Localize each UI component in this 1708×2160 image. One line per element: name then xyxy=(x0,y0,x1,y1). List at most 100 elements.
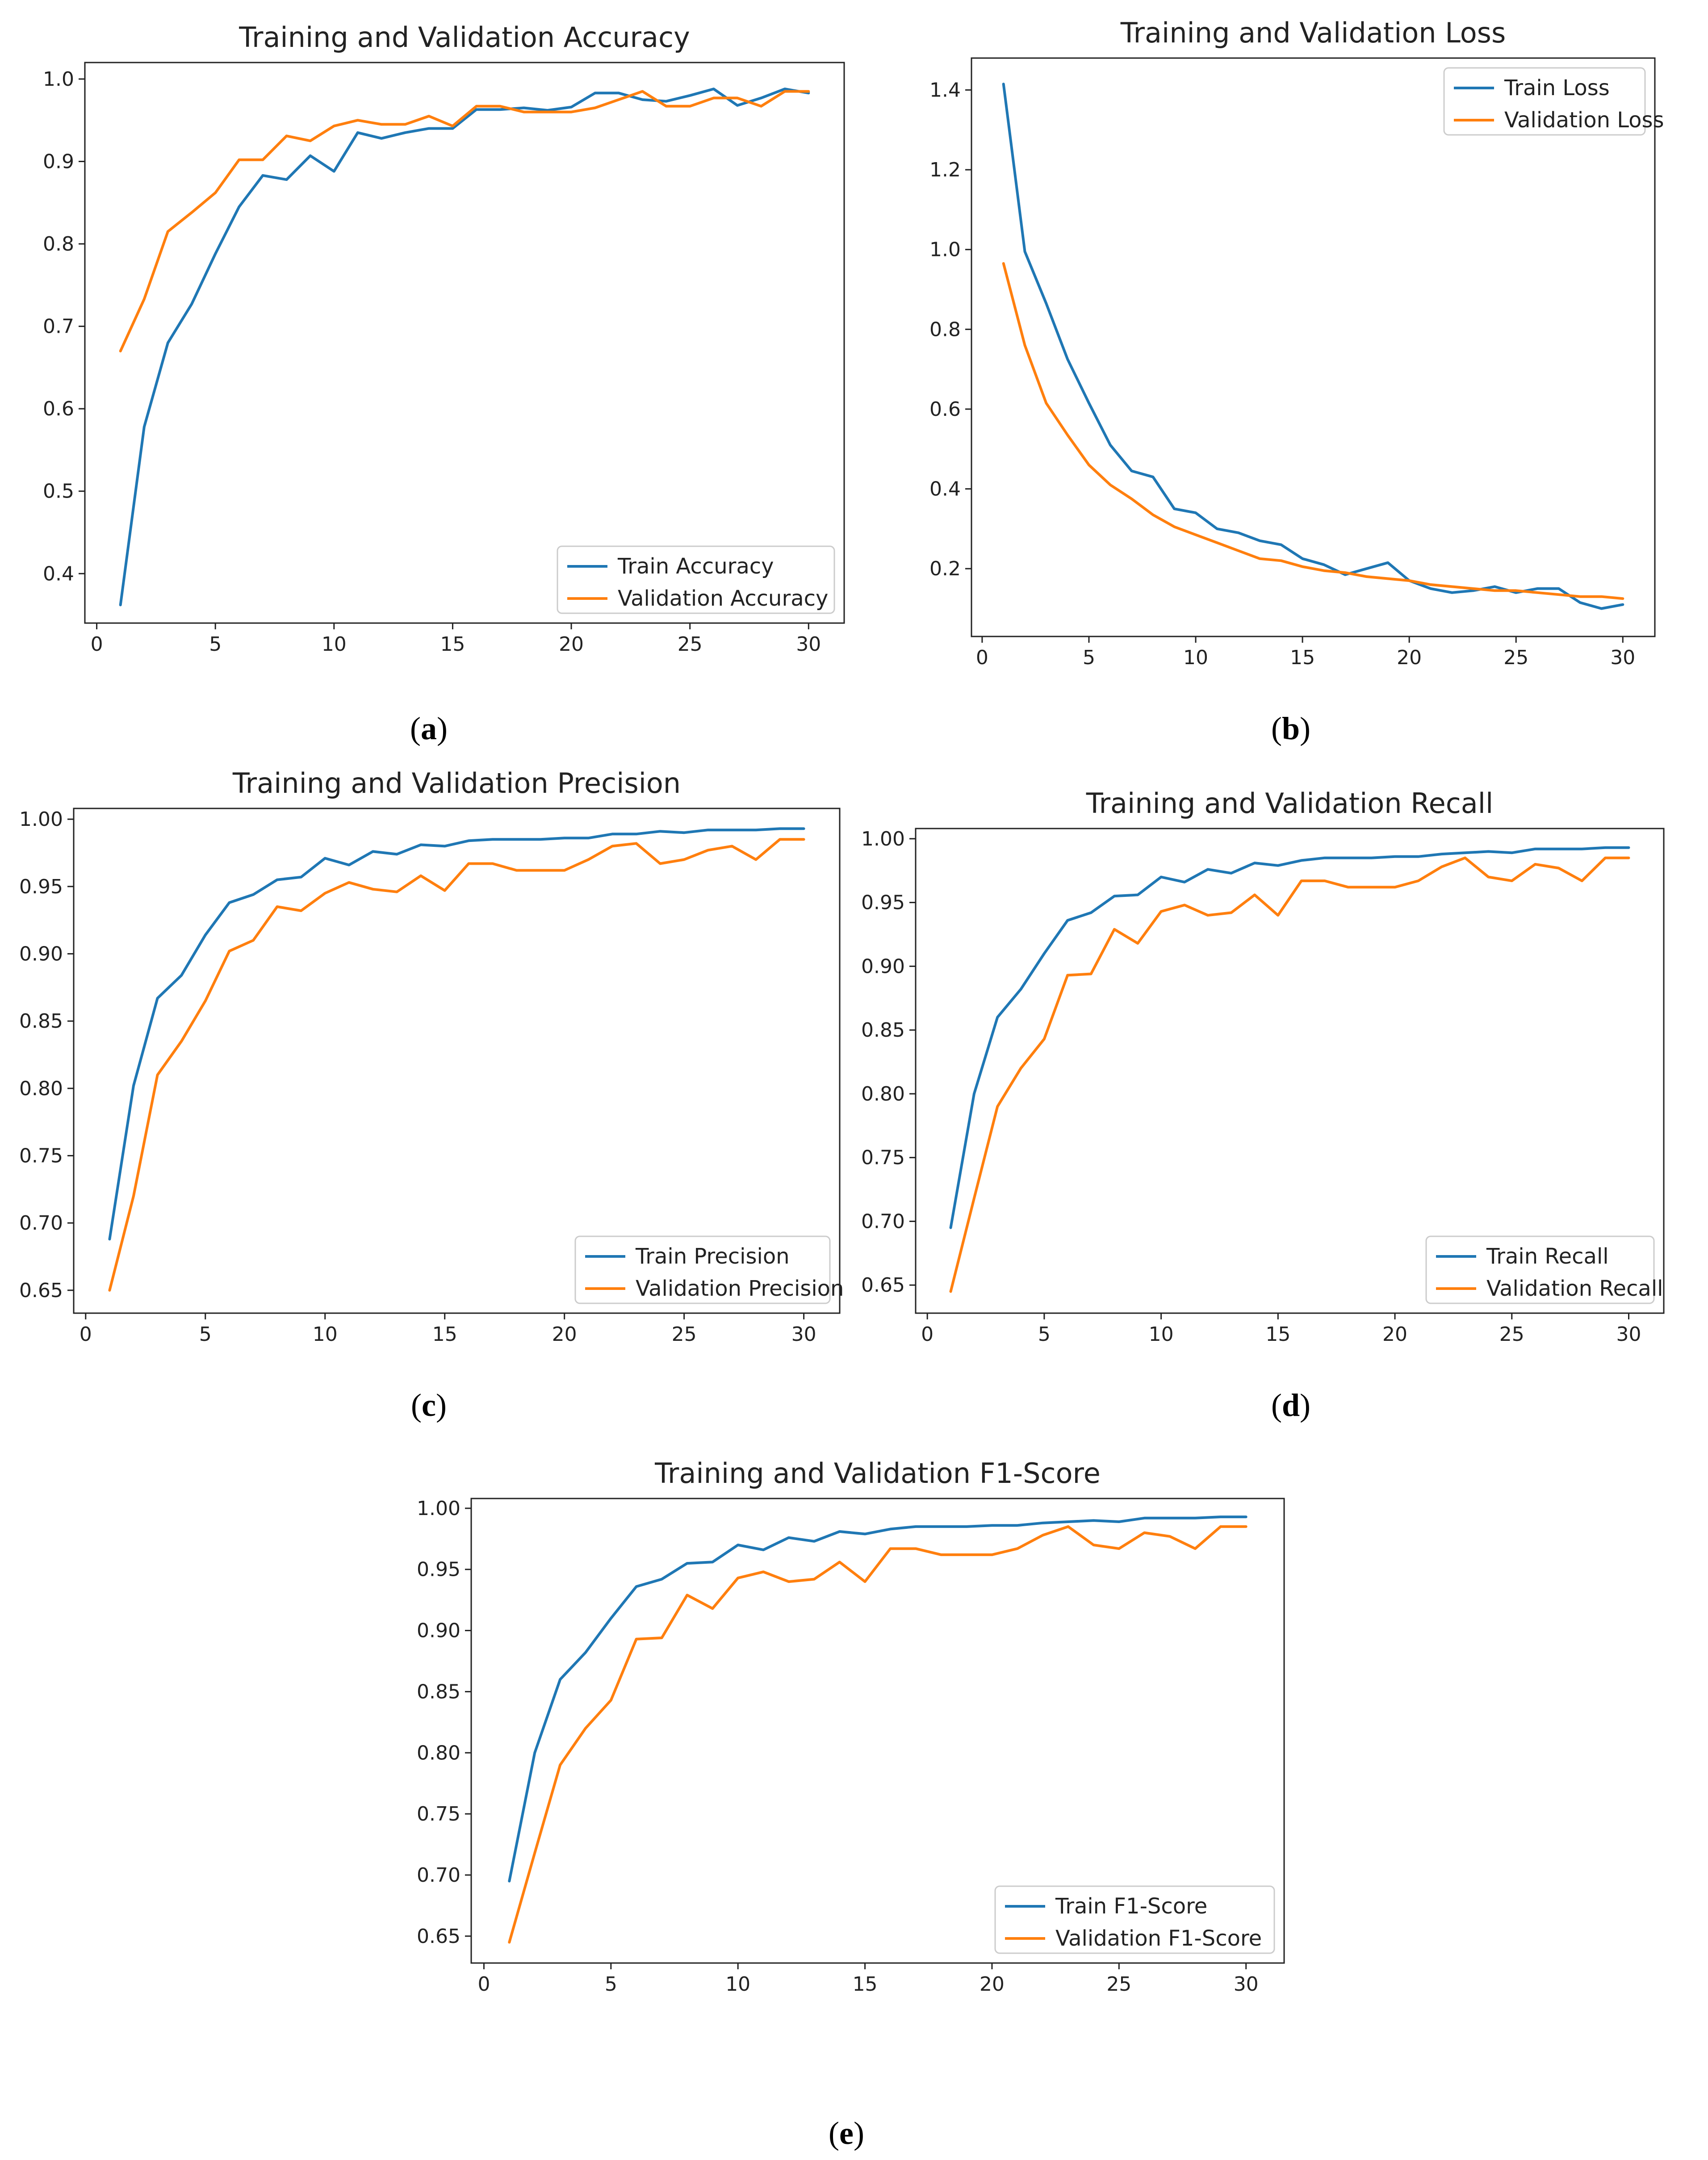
legend-label: Validation Recall xyxy=(1486,1276,1663,1301)
y-tick-label: 0.65 xyxy=(19,1279,63,1302)
chart-d: Training and Validation Recall 0 5 10 15 20 25… xyxy=(861,787,1665,1423)
x-tick-label: 5 xyxy=(209,633,222,656)
y-tick-label: 0.95 xyxy=(861,892,905,914)
chart-b: Training and Validation Loss 0 5 10 15 20 25 30… xyxy=(929,17,1664,746)
legend: Train Precision Validation Precision xyxy=(574,1235,844,1304)
series-line-train xyxy=(1002,83,1624,610)
x-tick-label: 30 xyxy=(796,633,821,656)
x-tick-label: 30 xyxy=(1234,1973,1259,1996)
x-tick-label: 25 xyxy=(678,633,703,656)
y-tick-label: 0.70 xyxy=(417,1864,460,1887)
y-tick-label: 0.8 xyxy=(43,233,74,255)
y-tick-label: 0.6 xyxy=(929,398,961,421)
legend: Train Recall Validation Recall xyxy=(1425,1235,1663,1304)
x-tick-label: 30 xyxy=(791,1323,816,1346)
axes-frame xyxy=(84,62,845,624)
panel-caption: (a) xyxy=(410,711,448,746)
y-tick-label: 0.80 xyxy=(417,1741,460,1764)
y-tick-label: 0.65 xyxy=(861,1274,905,1297)
axes-frame xyxy=(470,1498,1285,1964)
series-line-validation xyxy=(108,838,805,1292)
axes-frame xyxy=(73,808,841,1314)
y-tick-label: 0.8 xyxy=(929,318,961,341)
y-tick-label: 1.00 xyxy=(861,828,905,850)
x-tick-label: 25 xyxy=(1499,1323,1524,1346)
series-line-validation xyxy=(119,90,810,352)
y-tick-label: 0.90 xyxy=(417,1620,460,1642)
y-tick-label: 1.00 xyxy=(19,808,63,831)
legend-label: Train Loss xyxy=(1504,75,1610,100)
chart-title: Training and Validation Accuracy xyxy=(239,21,690,54)
legend-box xyxy=(574,1235,831,1304)
legend-label: Train Recall xyxy=(1486,1244,1609,1269)
series-line-train xyxy=(949,846,1630,1229)
x-tick-label: 5 xyxy=(605,1973,617,1996)
chart-a: Training and Validation Accuracy 0 5 10 15 20… xyxy=(43,21,845,746)
chart-title: Training and Validation Loss xyxy=(1120,17,1506,49)
y-tick-label: 0.90 xyxy=(861,955,905,978)
y-tick-label: 0.6 xyxy=(43,398,74,420)
x-tick-label: 0 xyxy=(80,1323,92,1346)
y-tick-label: 0.85 xyxy=(861,1019,905,1042)
y-tick-label: 0.4 xyxy=(43,562,74,585)
y-tick-label: 1.00 xyxy=(417,1497,460,1520)
legend-label: Train Precision xyxy=(635,1244,790,1269)
x-tick-label: 30 xyxy=(1610,646,1635,669)
x-tick-label: 25 xyxy=(1503,646,1528,669)
y-tick-label: 0.70 xyxy=(861,1210,905,1233)
legend-box xyxy=(994,1885,1275,1954)
x-tick-label: 5 xyxy=(1038,1323,1051,1346)
y-tick-label: 0.85 xyxy=(19,1010,63,1033)
chart-title: Training and Validation Recall xyxy=(1086,787,1494,820)
y-tick-label: 0.80 xyxy=(861,1083,905,1105)
x-tick-label: 25 xyxy=(672,1323,697,1346)
panel-caption: (b) xyxy=(1271,711,1310,746)
chart-e: Training and Validation F1-Score 0 5 10 15 20… xyxy=(417,1457,1285,2151)
legend-label: Validation Accuracy xyxy=(618,586,828,611)
legend-label: Validation Precision xyxy=(636,1276,844,1301)
y-tick-label: 0.4 xyxy=(929,478,961,501)
x-tick-label: 10 xyxy=(1183,646,1208,669)
chart-title: Training and Validation Precision xyxy=(232,767,681,800)
x-tick-label: 15 xyxy=(440,633,465,656)
axes-frame xyxy=(915,828,1665,1314)
x-tick-label: 0 xyxy=(477,1973,490,1996)
x-tick-label: 20 xyxy=(1397,646,1422,669)
y-tick-label: 0.75 xyxy=(417,1803,460,1825)
y-tick-label: 0.80 xyxy=(19,1077,63,1100)
y-tick-label: 0.7 xyxy=(43,315,74,338)
x-tick-label: 25 xyxy=(1106,1973,1131,1996)
x-tick-label: 5 xyxy=(199,1323,212,1346)
x-tick-label: 15 xyxy=(1290,646,1315,669)
y-tick-label: 0.90 xyxy=(19,942,63,965)
x-tick-label: 15 xyxy=(853,1973,878,1996)
legend-label: Validation F1-Score xyxy=(1055,1926,1262,1951)
y-tick-label: 0.75 xyxy=(19,1144,63,1167)
x-tick-label: 20 xyxy=(1382,1323,1407,1346)
x-tick-label: 20 xyxy=(559,633,584,656)
series-line-train xyxy=(108,827,805,1241)
legend: Train Accuracy Validation Accuracy xyxy=(557,545,835,614)
y-tick-label: 1.2 xyxy=(929,159,961,181)
panel-caption: (d) xyxy=(1271,1387,1310,1423)
x-tick-label: 20 xyxy=(980,1973,1005,1996)
x-tick-label: 0 xyxy=(91,633,103,656)
x-tick-label: 10 xyxy=(725,1973,750,1996)
y-tick-label: 1.0 xyxy=(43,68,74,91)
panel-caption: (e) xyxy=(829,2115,864,2151)
legend-label: Train F1-Score xyxy=(1055,1894,1207,1919)
y-tick-label: 0.2 xyxy=(929,557,961,580)
legend-box xyxy=(1425,1235,1655,1304)
chart-c: Training and Validation Precision 0 5 10 15 2… xyxy=(19,767,844,1423)
y-tick-label: 0.9 xyxy=(43,150,74,173)
y-tick-label: 0.95 xyxy=(417,1558,460,1581)
x-tick-label: 10 xyxy=(322,633,347,656)
series-line-validation xyxy=(508,1525,1248,1944)
x-tick-label: 0 xyxy=(921,1323,934,1346)
x-tick-label: 0 xyxy=(976,646,988,669)
y-tick-label: 0.95 xyxy=(19,875,63,898)
series-line-train xyxy=(119,88,810,607)
legend: Train F1-Score Validation F1-Score xyxy=(994,1885,1275,1954)
x-tick-label: 10 xyxy=(313,1323,338,1346)
